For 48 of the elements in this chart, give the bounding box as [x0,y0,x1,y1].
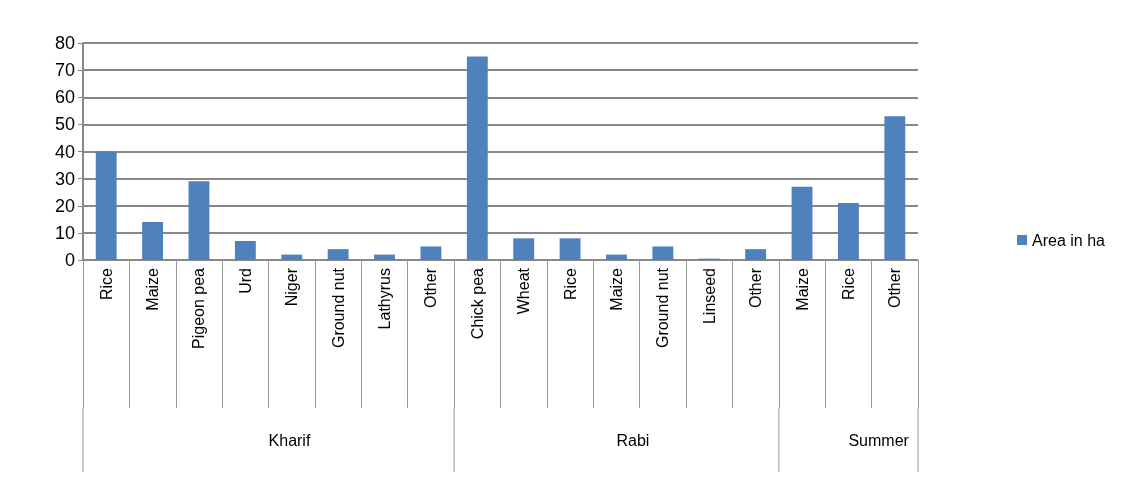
x-tick-label: Wheat [515,267,533,315]
x-tick-label: Rice [561,267,579,301]
bar [420,246,442,260]
x-tick-label: Urd [236,268,254,294]
x-tick-label: Other [886,267,904,309]
x-tick-label: Lathyrus [376,268,394,330]
bar [188,181,210,260]
x-tick-label: Other [422,267,440,309]
bar [791,186,813,260]
x-tick-label: Maize [144,267,162,311]
bar [142,222,164,260]
y-tick-label: 20 [54,195,75,216]
bar [513,238,535,260]
bar [606,254,627,260]
bar [374,254,395,260]
y-tick-label: 30 [54,168,75,189]
legend-label: Area in ha [1032,231,1106,249]
text: Rabi [616,431,650,449]
y-tick-label: 10 [54,222,75,243]
x-tick-label: Other [747,267,765,309]
x-tick-label: Pigeon pea [190,267,208,349]
y-tick-label: 50 [54,114,75,135]
x-tick-label: Chick pea [468,267,486,340]
x-tick-label: Maize [607,267,625,311]
x-tick-label: Rice [839,267,857,301]
bar [281,254,303,260]
x-tick-label: Linseed [700,268,718,325]
bar [652,246,674,260]
bar [466,56,488,260]
bar [745,249,767,260]
bar [234,241,256,260]
y-tick-label: 40 [54,141,75,162]
y-tick-label: 80 [54,33,75,53]
bar [327,249,349,260]
x-tick-label: Niger [283,267,301,307]
y-tick-label: 70 [54,60,75,81]
x-tick-label: Ground nut [654,267,672,349]
bar [884,116,906,260]
bar [95,151,117,260]
bar [837,203,859,260]
x-tick-label: Maize [793,267,811,311]
y-tick-label: 0 [64,250,75,270]
text: Summer [848,431,910,449]
x-tick-label: Ground nut [329,267,347,349]
bar [559,238,581,260]
x-tick-label: Rice [97,267,115,301]
y-tick-label: 60 [54,87,75,108]
text: Kharif [268,431,311,449]
